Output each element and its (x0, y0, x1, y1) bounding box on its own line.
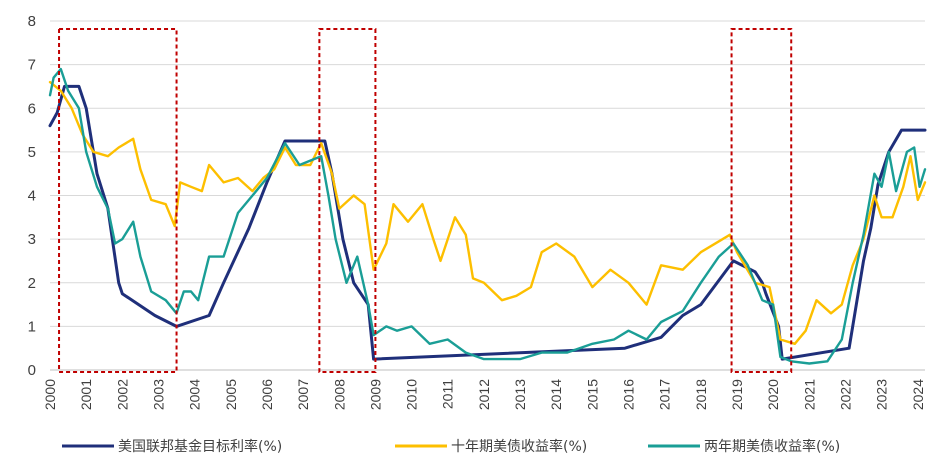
x-tick-label-2000: 2000 (42, 379, 58, 410)
x-tick-label-2016: 2016 (621, 379, 637, 410)
x-tick-label-2001: 2001 (78, 379, 94, 410)
x-tick-label-2022: 2022 (837, 379, 853, 410)
highlight-box-3 (730, 28, 793, 373)
legend-label-3: 两年期美债收益率(%) (704, 438, 840, 455)
x-tick-label-2010: 2010 (404, 379, 420, 410)
x-tick-label-2004: 2004 (187, 379, 203, 410)
highlight-boxes (58, 28, 793, 373)
x-tick-labels: 2000 2001 2002 2003 2004 2005 2006 2007 2008 2009… (42, 379, 926, 410)
y-gridlines (50, 20, 925, 327)
legend: 美国联邦基金目标利率(%) 十年期美债收益率(%) 两年期美债收益率(%) (62, 438, 840, 455)
y-tick-label-6: 6 (28, 100, 36, 117)
highlight-box-1 (58, 28, 178, 373)
x-tick-label-2024: 2024 (910, 379, 926, 410)
series-line-3 (48, 67, 927, 365)
y-tick-label-8: 8 (28, 13, 36, 30)
x-tick-label-2012: 2012 (476, 379, 492, 410)
x-tick-label-2007: 2007 (295, 379, 311, 410)
legend-label-2: 十年期美债收益率(%) (451, 438, 587, 455)
y-tick-label-3: 3 (28, 231, 36, 248)
y-tick-label-7: 7 (28, 57, 36, 74)
x-tick-label-2018: 2018 (693, 379, 709, 410)
highlight-box-2 (318, 28, 377, 373)
series-lines (48, 67, 927, 365)
x-tick-label-2023: 2023 (874, 379, 890, 410)
y-tick-label-0: 0 (28, 362, 36, 379)
y-tick-label-2: 2 (28, 275, 36, 292)
x-tick-label-2021: 2021 (801, 379, 817, 410)
series-line-1 (48, 84, 927, 361)
y-tick-label-1: 1 (28, 318, 36, 335)
x-tick-label-2005: 2005 (223, 379, 239, 410)
legend-label-1: 美国联邦基金目标利率(%) (118, 438, 282, 455)
x-tick-label-2015: 2015 (584, 379, 600, 410)
x-tick-label-2009: 2009 (367, 379, 383, 410)
x-tick-label-2013: 2013 (512, 379, 528, 410)
x-tick-label-2020: 2020 (765, 379, 781, 410)
x-tick-label-2006: 2006 (259, 379, 275, 410)
x-tick-label-2017: 2017 (657, 379, 673, 410)
x-tick-label-2003: 2003 (150, 379, 166, 410)
x-tick-label-2011: 2011 (440, 379, 456, 409)
series-line-2 (48, 80, 927, 345)
x-tick-label-2002: 2002 (114, 379, 130, 410)
x-tick-label-2019: 2019 (729, 379, 745, 410)
x-tick-label-2008: 2008 (331, 379, 347, 410)
y-tick-label-5: 5 (28, 144, 36, 161)
y-tick-label-4: 4 (28, 188, 36, 205)
x-tick-label-2014: 2014 (548, 379, 564, 410)
y-tick-labels: 0 1 2 3 4 5 6 7 8 (28, 13, 36, 379)
